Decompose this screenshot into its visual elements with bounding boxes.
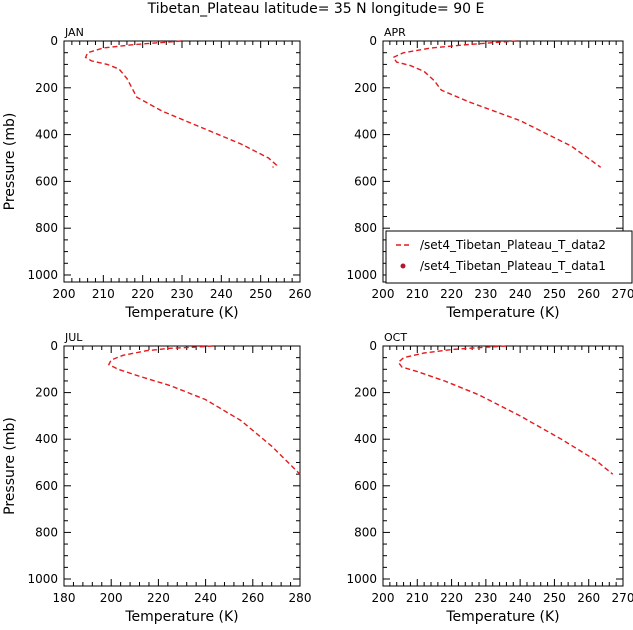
temperature-profile-line [84, 40, 278, 168]
y-tick-label: 1000 [27, 268, 58, 282]
panels: JAN 200 210 220 230 240 250 260 0 200 400 600 800 100… [2, 26, 633, 625]
y-tick-label: 800 [354, 525, 377, 539]
panel-jan: JAN 200 210 220 230 240 250 260 0 200 400 600 800 100… [2, 26, 311, 321]
x-axis-label: Temperature (K) [124, 609, 238, 625]
temperature-profile-line [392, 40, 602, 168]
plot-frame [63, 40, 301, 283]
x-tick-label: 230 [171, 287, 194, 301]
y-tick-label: 400 [35, 128, 58, 142]
x-tick-label: 270 [612, 591, 633, 605]
legend-dot-icon [400, 263, 406, 269]
month-label: JUL [64, 331, 83, 344]
figure-title: Tibetan_Plateau latitude= 35 N longitude… [147, 1, 485, 17]
y-tick-label: 0 [369, 34, 377, 48]
x-tick-label: 240 [509, 287, 532, 301]
x-tick-label: 240 [509, 591, 532, 605]
y-tick-label: 600 [35, 174, 58, 188]
x-tick-label: 200 [372, 287, 395, 301]
y-tick-label: 400 [35, 432, 58, 446]
y-tick-label: 1000 [346, 268, 377, 282]
y-tick-label: 800 [35, 221, 58, 235]
panel-jul: JUL 180 200 220 240 260 280 0 200 400 600 800 1000 Te… [2, 331, 311, 625]
month-label: JAN [64, 26, 84, 39]
y-tick-label: 200 [35, 81, 58, 95]
x-tick-label: 270 [612, 287, 633, 301]
y-tick-label: 600 [354, 174, 377, 188]
x-axis-label: Temperature (K) [124, 305, 238, 321]
y-tick-label: 600 [35, 479, 58, 493]
y-tick-label: 600 [354, 479, 377, 493]
month-label: APR [384, 26, 406, 39]
y-tick-label: 0 [369, 339, 377, 353]
plot-frame [382, 345, 624, 587]
x-tick-label: 240 [210, 287, 233, 301]
x-tick-label: 220 [131, 287, 154, 301]
legend-label-data1: /set4_Tibetan_Plateau_T_data1 [420, 259, 606, 273]
y-tick-label: 800 [354, 221, 377, 235]
x-tick-label: 260 [241, 591, 264, 605]
legend-box [385, 230, 633, 284]
legend-label-data2: /set4_Tibetan_Plateau_T_data2 [420, 238, 606, 252]
panel-oct: OCT 200 210 220 230 240 250 260 270 0 200 400 600 800… [346, 331, 633, 625]
temperature-profile-line [107, 345, 301, 475]
temperature-profile-line [397, 345, 614, 475]
x-tick-label: 200 [100, 591, 123, 605]
y-tick-label: 400 [354, 128, 377, 142]
y-tick-label: 1000 [27, 572, 58, 586]
y-tick-label: 0 [50, 339, 58, 353]
month-label: OCT [384, 331, 407, 344]
x-tick-label: 230 [474, 287, 497, 301]
x-tick-label: 200 [53, 287, 76, 301]
y-tick-label: 200 [354, 81, 377, 95]
x-tick-label: 180 [53, 591, 76, 605]
y-tick-label: 400 [354, 432, 377, 446]
x-tick-label: 200 [372, 591, 395, 605]
x-tick-label: 220 [147, 591, 170, 605]
x-tick-label: 260 [577, 591, 600, 605]
x-axis-label: Temperature (K) [445, 609, 559, 625]
x-tick-label: 210 [406, 287, 429, 301]
plot-frame [63, 345, 301, 587]
x-tick-label: 260 [577, 287, 600, 301]
y-tick-label: 1000 [346, 572, 377, 586]
y-tick-label: 800 [35, 525, 58, 539]
x-tick-label: 230 [474, 591, 497, 605]
x-tick-label: 250 [543, 287, 566, 301]
x-tick-label: 220 [440, 287, 463, 301]
x-tick-label: 260 [289, 287, 312, 301]
y-tick-label: 0 [50, 34, 58, 48]
x-tick-label: 220 [440, 591, 463, 605]
x-tick-label: 280 [289, 591, 312, 605]
x-tick-label: 210 [92, 287, 115, 301]
x-tick-label: 250 [543, 591, 566, 605]
x-axis-label: Temperature (K) [445, 305, 559, 321]
y-tick-label: 200 [35, 386, 58, 400]
y-tick-label: 200 [354, 386, 377, 400]
legend: /set4_Tibetan_Plateau_T_data2 /set4_Tibe… [385, 230, 633, 284]
y-axis-label: Pressure (mb) [2, 417, 18, 515]
x-tick-label: 250 [249, 287, 272, 301]
x-tick-label: 240 [194, 591, 217, 605]
x-tick-label: 210 [406, 591, 429, 605]
y-axis-label: Pressure (mb) [2, 113, 18, 211]
